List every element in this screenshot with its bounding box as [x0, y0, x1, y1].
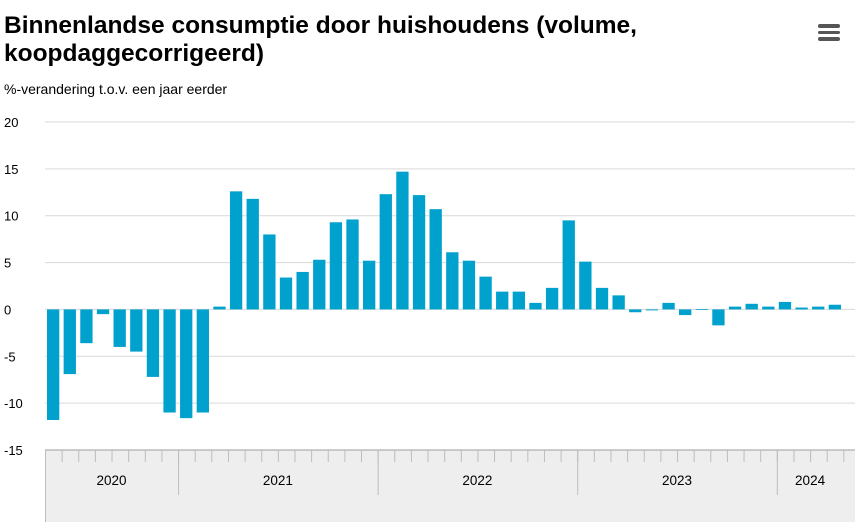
bar-2022-08[interactable]: [512, 291, 525, 310]
bar-2021-02[interactable]: [213, 306, 226, 310]
bar-2020-10[interactable]: [146, 309, 160, 377]
bar-2023-09[interactable]: [728, 306, 742, 310]
bar-2023-07[interactable]: [695, 309, 708, 310]
bar-2023-04[interactable]: [645, 309, 659, 311]
y-tick-label: -15: [4, 443, 23, 458]
x-year-label: 2023: [662, 473, 692, 488]
bar-2024-02[interactable]: [812, 306, 825, 310]
bar-2022-09[interactable]: [529, 302, 542, 310]
bar-2024-01[interactable]: [795, 307, 808, 310]
bar-2021-11[interactable]: [363, 260, 376, 310]
bar-2021-08[interactable]: [313, 259, 326, 310]
bar-2021-01[interactable]: [196, 309, 209, 413]
bar-2021-05[interactable]: [263, 234, 276, 310]
bars: [46, 171, 842, 421]
x-year-label: 2024: [795, 473, 826, 488]
bar-2023-10[interactable]: [745, 303, 758, 310]
x-year-label: 2022: [462, 473, 492, 488]
y-tick-label: 0: [4, 302, 11, 317]
bar-2023-11[interactable]: [762, 306, 775, 310]
bar-2021-03[interactable]: [229, 191, 243, 310]
bar-2022-03[interactable]: [429, 209, 442, 310]
bar-2023-01[interactable]: [595, 287, 609, 310]
bar-2020-06[interactable]: [80, 309, 93, 344]
x-year-label: 2021: [263, 473, 293, 488]
y-tick-label: -10: [4, 396, 23, 411]
chart-subtitle: %-verandering t.o.v. een jaar eerder: [4, 81, 228, 97]
bar-2021-09[interactable]: [329, 222, 343, 310]
bar-2022-05[interactable]: [462, 260, 476, 310]
bar-2020-05[interactable]: [63, 309, 76, 375]
y-tick-label: 5: [4, 256, 11, 271]
bar-2022-12[interactable]: [579, 261, 592, 310]
bar-2021-07[interactable]: [296, 271, 309, 310]
bar-2020-08[interactable]: [113, 309, 126, 347]
bar-2024-03[interactable]: [828, 304, 842, 310]
bar-2021-06[interactable]: [279, 277, 293, 310]
bar-2022-11[interactable]: [562, 220, 575, 310]
y-tick-label: -5: [4, 349, 16, 364]
bar-2020-11[interactable]: [163, 309, 176, 413]
bar-2023-03[interactable]: [629, 309, 642, 313]
bar-2021-04[interactable]: [246, 198, 259, 310]
bar-2020-07[interactable]: [96, 309, 110, 315]
bar-2023-06[interactable]: [679, 309, 692, 316]
bar-2021-12[interactable]: [379, 194, 392, 310]
bar-2022-02[interactable]: [412, 195, 426, 310]
y-tick-label: 15: [4, 162, 18, 177]
y-tick-label: 10: [4, 209, 18, 224]
bar-2022-07[interactable]: [496, 291, 509, 310]
bar-2022-01[interactable]: [396, 171, 409, 310]
bar-2023-05[interactable]: [662, 302, 675, 310]
y-tick-label: 20: [4, 115, 18, 130]
bar-2022-04[interactable]: [446, 252, 459, 310]
x-axis-band: [45, 450, 855, 522]
bar-2023-12[interactable]: [778, 301, 792, 310]
bar-2021-10[interactable]: [346, 219, 359, 310]
x-axis-ticks: 2020 2021 2022 2023 2024: [45, 449, 855, 522]
bar-2022-06[interactable]: [479, 276, 492, 310]
bar-2023-02[interactable]: [612, 295, 625, 310]
bar-2020-09[interactable]: [130, 309, 143, 352]
hamburger-menu-icon[interactable]: [816, 22, 842, 42]
bar-2023-08[interactable]: [712, 309, 725, 326]
chart-title: Binnenlandse consumptie door huishoudens…: [4, 12, 637, 67]
bar-2022-10[interactable]: [545, 287, 559, 310]
bar-2020-12[interactable]: [180, 309, 193, 419]
y-axis-ticks: -15 -10 -5 0 5 10 15 20: [4, 115, 23, 458]
bar-2020-04[interactable]: [46, 309, 60, 421]
x-year-label: 2020: [97, 473, 127, 488]
